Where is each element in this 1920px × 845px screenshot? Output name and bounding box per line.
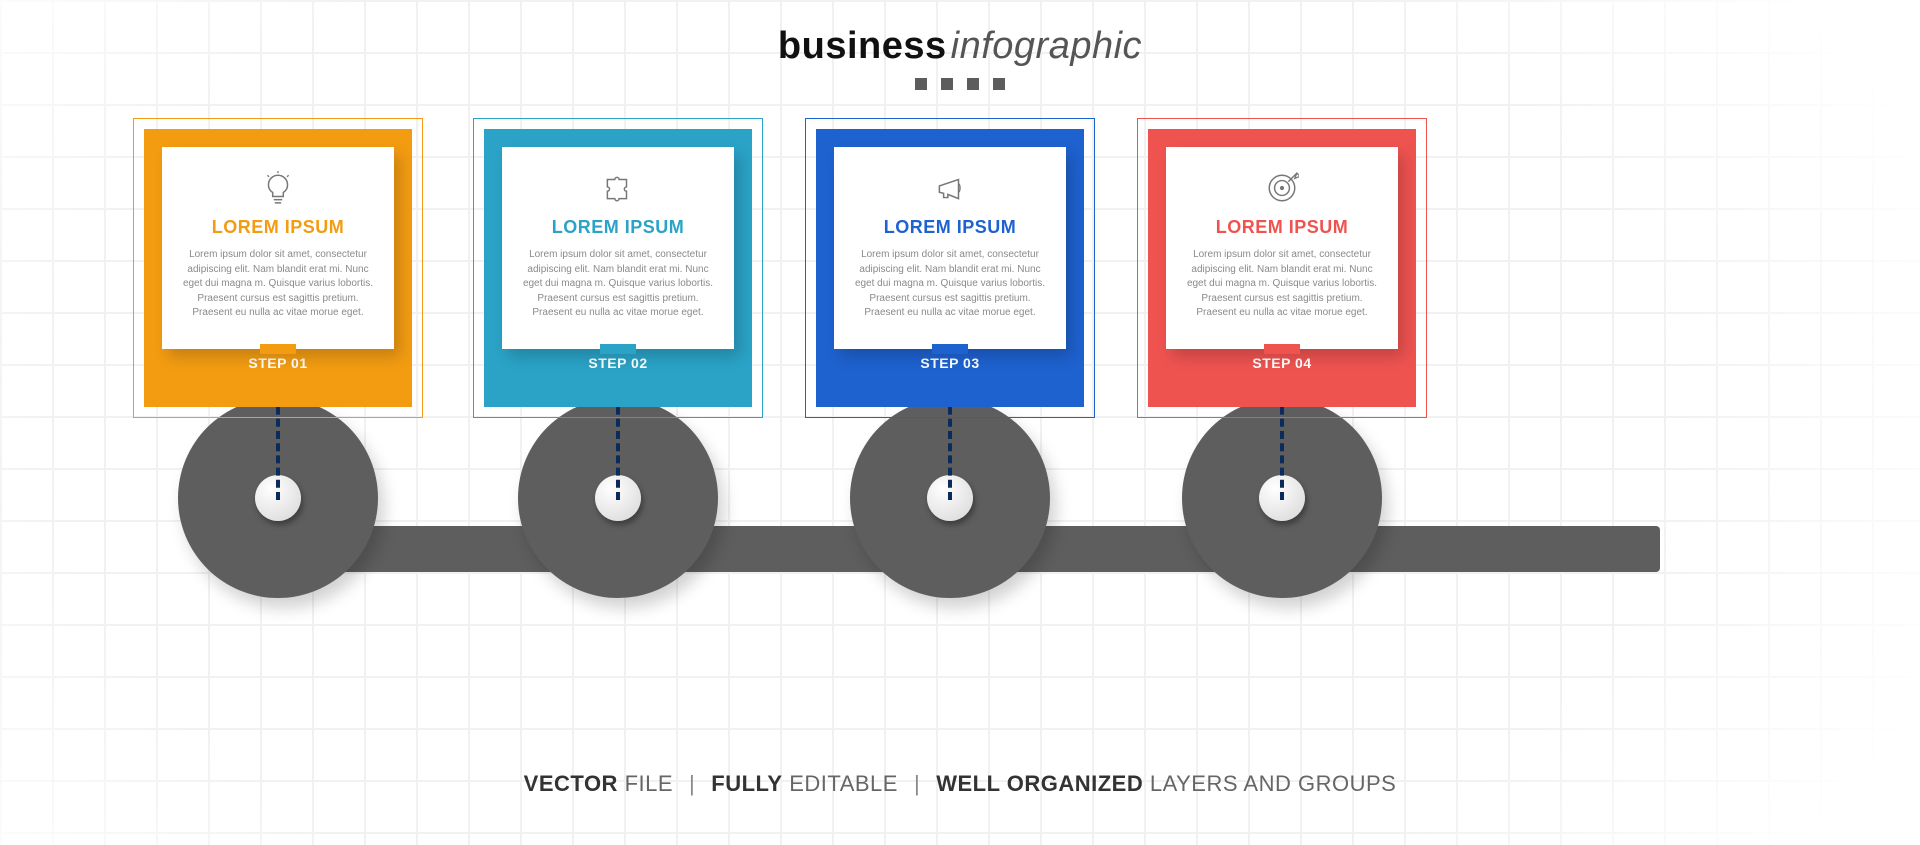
card-outline: LOREM IPSUM Lorem ipsum dolor sit amet, c…	[1137, 118, 1427, 418]
lightbulb-icon	[180, 169, 376, 207]
card-panel: LOREM IPSUM Lorem ipsum dolor sit amet, c…	[1166, 147, 1398, 349]
card-heading: LOREM IPSUM	[1184, 217, 1380, 238]
card-tab	[260, 344, 296, 354]
card-heading: LOREM IPSUM	[180, 217, 376, 238]
title-light: infographic	[951, 25, 1142, 67]
card-frame: LOREM IPSUM Lorem ipsum dolor sit amet, c…	[144, 129, 412, 407]
footer: VECTOR FILE | FULLY EDITABLE | WELL ORGANIZE…	[0, 771, 1920, 797]
accent-bar	[213, 129, 343, 137]
step-card-3: LOREM IPSUM Lorem ipsum dolor sit amet, c…	[805, 118, 1095, 418]
card-panel: LOREM IPSUM Lorem ipsum dolor sit amet, c…	[834, 147, 1066, 349]
target-icon	[1184, 169, 1380, 207]
card-outline: LOREM IPSUM Lorem ipsum dolor sit amet, c…	[805, 118, 1095, 418]
header: businessinfographic	[0, 25, 1920, 90]
page-title: businessinfographic	[0, 25, 1920, 68]
card-frame: LOREM IPSUM Lorem ipsum dolor sit amet, c…	[816, 129, 1084, 407]
dot	[941, 78, 953, 90]
decorative-dots	[0, 78, 1920, 90]
card-body: Lorem ipsum dolor sit amet, consectetur …	[852, 248, 1048, 321]
separator: |	[914, 771, 920, 796]
card-heading: LOREM IPSUM	[852, 217, 1048, 238]
card-body: Lorem ipsum dolor sit amet, consectetur …	[520, 248, 716, 321]
card-body: Lorem ipsum dolor sit amet, consectetur …	[1184, 248, 1380, 321]
card-frame: LOREM IPSUM Lorem ipsum dolor sit amet, c…	[484, 129, 752, 407]
separator: |	[689, 771, 695, 796]
card-body: Lorem ipsum dolor sit amet, consectetur …	[180, 248, 376, 321]
card-outline: LOREM IPSUM Lorem ipsum dolor sit amet, c…	[473, 118, 763, 418]
accent-bar	[885, 129, 1015, 137]
step-card-4: LOREM IPSUM Lorem ipsum dolor sit amet, c…	[1137, 118, 1427, 418]
step-card-1: LOREM IPSUM Lorem ipsum dolor sit amet, c…	[133, 118, 423, 418]
card-panel: LOREM IPSUM Lorem ipsum dolor sit amet, c…	[502, 147, 734, 349]
card-tab	[1264, 344, 1300, 354]
dot	[967, 78, 979, 90]
card-tab	[932, 344, 968, 354]
step-card-2: LOREM IPSUM Lorem ipsum dolor sit amet, c…	[473, 118, 763, 418]
footer-light: FILE	[618, 771, 673, 796]
footer-strong: FULLY	[711, 771, 782, 796]
dot	[915, 78, 927, 90]
dot	[993, 78, 1005, 90]
accent-bar	[553, 129, 683, 137]
footer-light: EDITABLE	[783, 771, 898, 796]
card-panel: LOREM IPSUM Lorem ipsum dolor sit amet, c…	[162, 147, 394, 349]
card-heading: LOREM IPSUM	[520, 217, 716, 238]
footer-strong: VECTOR	[524, 771, 618, 796]
accent-bar	[1217, 129, 1347, 137]
card-outline: LOREM IPSUM Lorem ipsum dolor sit amet, c…	[133, 118, 423, 418]
infographic-stage: LOREM IPSUM Lorem ipsum dolor sit amet, c…	[0, 118, 1920, 845]
footer-light: LAYERS AND GROUPS	[1143, 771, 1396, 796]
card-frame: LOREM IPSUM Lorem ipsum dolor sit amet, c…	[1148, 129, 1416, 407]
puzzle-icon	[520, 169, 716, 207]
card-tab	[600, 344, 636, 354]
footer-strong: WELL ORGANIZED	[936, 771, 1143, 796]
title-bold: business	[778, 25, 947, 67]
megaphone-icon	[852, 169, 1048, 207]
